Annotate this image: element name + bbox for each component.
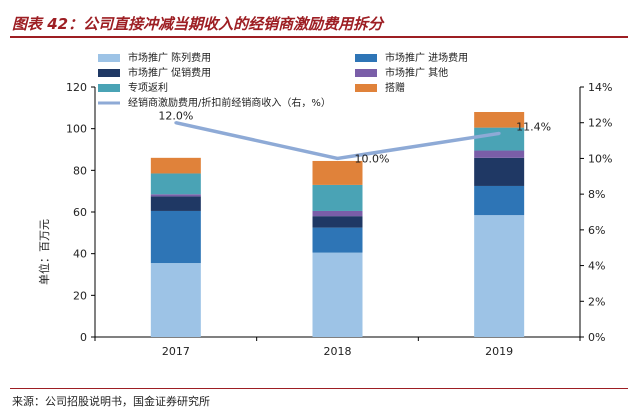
bar-segment <box>150 210 201 264</box>
legend-label: 市场推广 进场费用 <box>385 51 468 64</box>
bar-segment <box>312 184 363 211</box>
y2-tick-label: 8% <box>588 188 605 201</box>
ratio-line-point <box>174 121 178 125</box>
bar-segment <box>150 157 201 174</box>
bar-segment <box>474 215 525 337</box>
ratio-line-label: 12.0% <box>158 110 193 123</box>
bar-segment <box>312 216 363 228</box>
bar-segment <box>474 127 525 151</box>
y-tick-label: 80 <box>73 164 87 177</box>
bar-segment <box>474 150 525 158</box>
bar-segment <box>474 112 525 128</box>
legend-label: 市场推广 陈列费用 <box>128 51 211 64</box>
title-bar: 图表 42：公司直接冲减当期收入的经销商激励费用拆分 <box>10 10 628 38</box>
y2-tick-label: 6% <box>588 224 605 237</box>
y2-tick-label: 2% <box>588 295 605 308</box>
bar-segment <box>474 185 525 216</box>
source-note: 来源：公司招股说明书，国金证券研究所 <box>12 395 210 408</box>
bar-segment <box>150 263 201 337</box>
y-tick-label: 40 <box>73 248 87 261</box>
bar-segment <box>312 227 363 253</box>
ratio-line: 12.0% 10.0% 11.4% <box>158 110 551 166</box>
y-tick-label: 20 <box>73 289 87 302</box>
legend-swatch <box>98 54 120 62</box>
source-divider <box>10 388 628 389</box>
legend-label: 专项返利 <box>128 81 168 94</box>
y-tick-label: 0 <box>80 331 87 344</box>
ratio-line-point <box>336 156 339 160</box>
y2-tick-label: 14% <box>588 81 612 94</box>
y2-tick-label: 12% <box>588 117 612 130</box>
bar-segment <box>150 196 201 211</box>
ratio-line-path <box>175 121 500 161</box>
bar-segment <box>312 160 363 185</box>
legend-label: 经销商激励费用/折扣前经销商收入（右，%） <box>128 96 331 109</box>
ratio-line-point <box>497 131 501 135</box>
legend-swatch <box>98 84 120 92</box>
bar-segment <box>312 252 363 337</box>
y-tick-label: 120 <box>66 81 87 94</box>
bar-segment <box>312 210 363 217</box>
legend-swatch <box>98 69 120 77</box>
legend-label: 搭赠 <box>385 81 405 94</box>
bar-segment <box>150 194 201 197</box>
legend-swatch <box>355 84 377 92</box>
bar-segment <box>474 157 525 186</box>
legend-label: 市场推广 促销费用 <box>128 66 211 79</box>
y2-tick-label: 10% <box>588 152 612 165</box>
chart-title: 图表 42：公司直接冲减当期收入的经销商激励费用拆分 <box>12 15 384 33</box>
x-tick-label: 2018 <box>324 345 352 358</box>
x-tick-label: 2019 <box>485 345 513 358</box>
legend-swatch <box>355 69 377 77</box>
bar-segment <box>150 173 201 195</box>
bars <box>150 112 525 337</box>
y-tick-label: 60 <box>73 206 87 219</box>
x-tick-label: 2017 <box>162 345 190 358</box>
legend-swatch <box>355 54 377 62</box>
ratio-line-label: 11.4% <box>516 120 551 133</box>
legend-label: 市场推广 其他 <box>385 66 448 79</box>
y2-tick-label: 4% <box>588 260 605 273</box>
ratio-line-label: 10.0% <box>355 152 390 165</box>
y-axis-label: 单位：百万元 <box>37 219 51 285</box>
y2-tick-label: 0% <box>588 331 605 344</box>
y-tick-label: 100 <box>66 123 87 136</box>
